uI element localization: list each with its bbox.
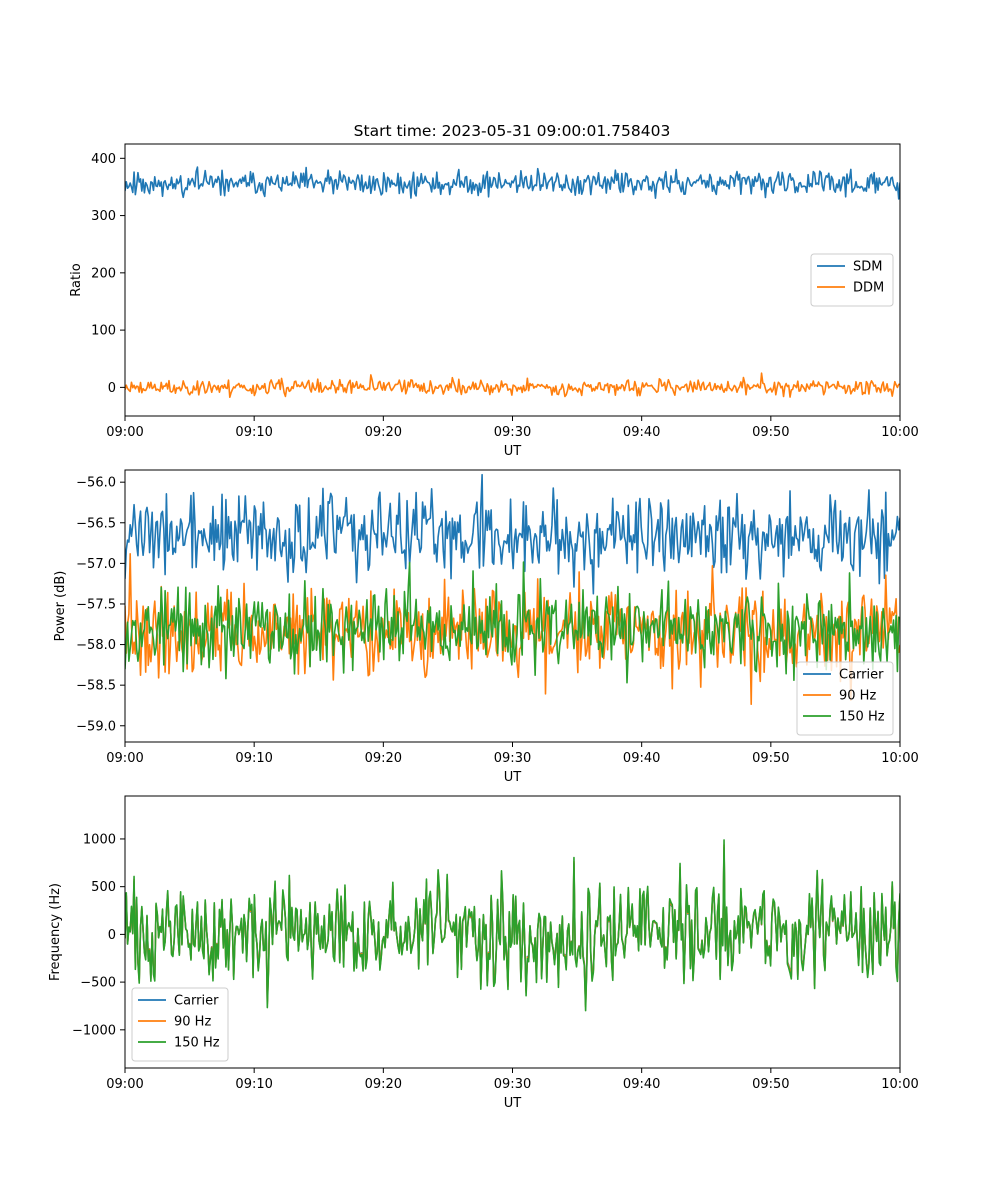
series-line-ddm (125, 372, 900, 399)
y-tick-label: −500 (80, 976, 116, 991)
x-tick-label: 10:00 (881, 1077, 918, 1092)
legend: Carrier 90 Hz 150 Hz (796, 661, 894, 736)
y-axis-label: Ratio (69, 263, 84, 296)
y-tick-label: 500 (91, 880, 116, 895)
legend-label: Carrier (174, 994, 219, 1009)
x-tick-label: 09:30 (494, 1077, 531, 1092)
y-tick-label: 100 (91, 324, 116, 339)
x-tick-label: 09:20 (365, 751, 402, 766)
y-tick-label: −58.5 (76, 679, 116, 694)
y-tick-label: −59.0 (76, 719, 116, 734)
y-tick-label: −58.0 (76, 638, 116, 653)
y-tick-label: −1000 (72, 1023, 116, 1038)
y-tick-label: −56.0 (76, 476, 116, 491)
power-panel: 09:00 09:10 09:20 09:30 09:40 09:50 10:00 −59.0… (53, 469, 919, 785)
x-tick-label: 09:40 (623, 751, 660, 766)
legend: SDM DDM (810, 253, 894, 307)
legend: Carrier 90 Hz 150 Hz (131, 987, 229, 1062)
y-tick-label: 200 (91, 266, 116, 281)
figure-title: Start time: 2023-05-31 09:00:01.758403 (354, 122, 671, 140)
legend-label: Carrier (839, 668, 884, 683)
series-line-150-hz (125, 561, 900, 684)
y-tick-label: −57.0 (76, 557, 116, 572)
series-line-carrier (125, 473, 900, 595)
legend-label: SDM (853, 260, 882, 275)
x-axis-label: UT (504, 1096, 522, 1111)
x-axis-label: UT (504, 770, 522, 785)
x-tick-label: 09:30 (494, 425, 531, 440)
y-tick-label: 400 (91, 152, 116, 167)
x-tick-label: 09:00 (106, 751, 143, 766)
x-tick-label: 09:10 (235, 751, 272, 766)
frequency-panel: 09:00 09:10 09:20 09:30 09:40 09:50 10:00 −1000… (48, 795, 919, 1111)
x-tick-label: 10:00 (881, 751, 918, 766)
x-tick-label: 09:10 (235, 1077, 272, 1092)
legend-label: 90 Hz (174, 1015, 211, 1030)
y-axis-label: Power (dB) (53, 571, 68, 642)
x-tick-label: 09:50 (752, 751, 789, 766)
x-tick-label: 09:40 (623, 1077, 660, 1092)
x-tick-label: 09:00 (106, 1077, 143, 1092)
legend-label: 150 Hz (839, 710, 885, 725)
legend-label: 150 Hz (174, 1036, 220, 1051)
series-line-150-hz (125, 839, 900, 1012)
series-line-sdm (125, 166, 900, 200)
x-tick-label: 09:40 (623, 425, 660, 440)
y-tick-label: 1000 (83, 832, 116, 847)
y-tick-label: 300 (91, 209, 116, 224)
y-tick-label: 0 (108, 928, 116, 943)
x-tick-label: 10:00 (881, 425, 918, 440)
x-tick-label: 09:20 (365, 425, 402, 440)
x-tick-label: 09:50 (752, 425, 789, 440)
y-axis-label: Frequency (Hz) (48, 883, 63, 981)
y-tick-label: −56.5 (76, 516, 116, 531)
legend-label: 90 Hz (839, 689, 876, 704)
y-tick-label: −57.5 (76, 597, 116, 612)
ratio-panel: 09:00 09:10 09:20 09:30 09:40 09:50 10:00 0 100 2… (69, 143, 919, 459)
x-axis-label: UT (504, 444, 522, 459)
legend-label: DDM (853, 281, 884, 296)
x-tick-label: 09:00 (106, 425, 143, 440)
x-tick-label: 09:20 (365, 1077, 402, 1092)
y-tick-label: 0 (108, 381, 116, 396)
x-tick-label: 09:50 (752, 1077, 789, 1092)
x-tick-label: 09:10 (235, 425, 272, 440)
x-tick-label: 09:30 (494, 751, 531, 766)
